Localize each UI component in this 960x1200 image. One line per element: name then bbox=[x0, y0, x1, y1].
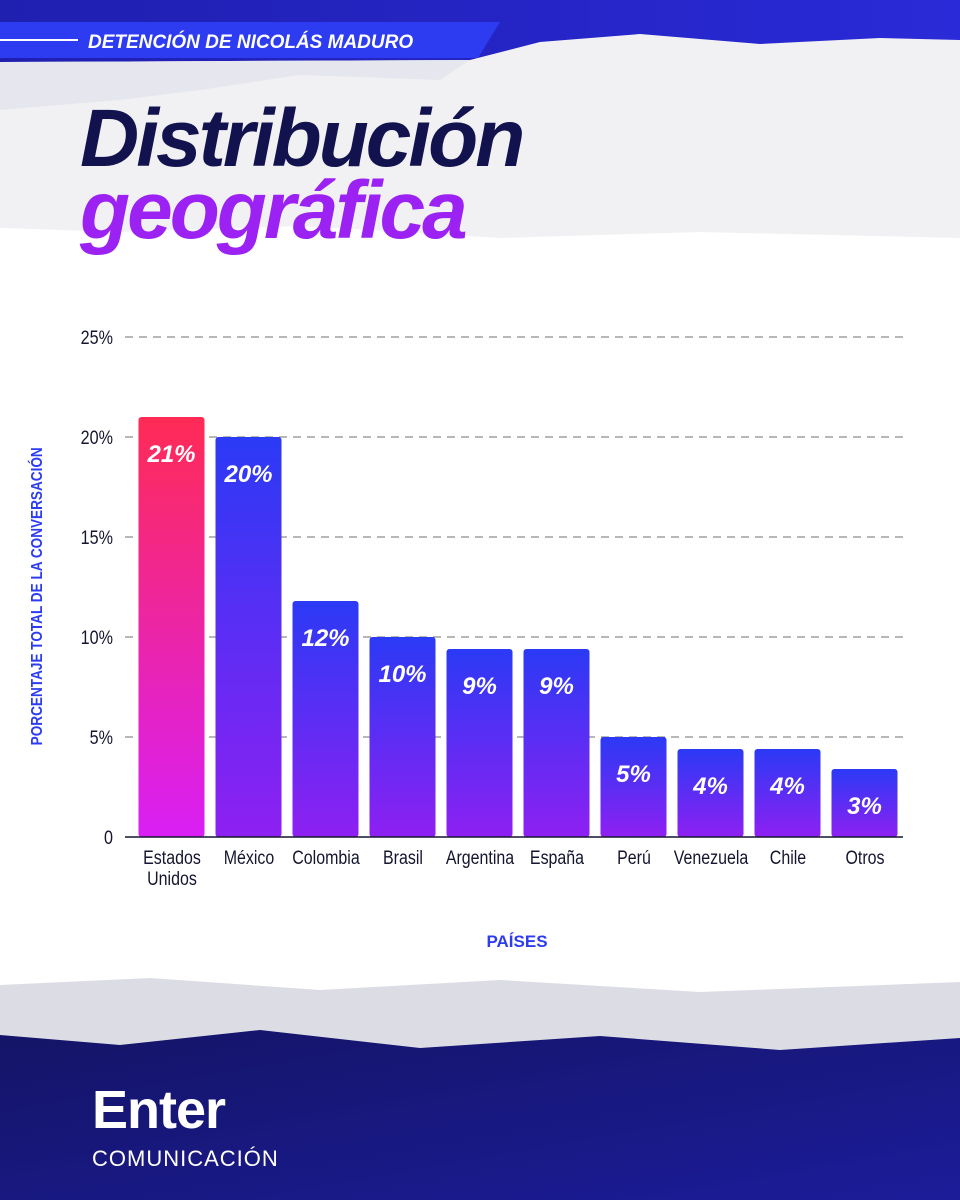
data-label: 12% bbox=[301, 625, 349, 652]
paper-edge bbox=[0, 60, 470, 110]
data-label: 4% bbox=[692, 773, 728, 800]
data-label: 9% bbox=[462, 673, 497, 700]
x-tick-label: México bbox=[223, 848, 274, 869]
footer-band bbox=[0, 1030, 960, 1200]
data-label: 20% bbox=[223, 461, 272, 488]
x-tick-label: Chile bbox=[769, 848, 806, 869]
data-label: 3% bbox=[847, 793, 882, 820]
data-label: 5% bbox=[616, 761, 651, 788]
x-tick-label: Colombia bbox=[291, 848, 360, 869]
x-tick-label: Perú bbox=[616, 848, 651, 869]
bar bbox=[215, 437, 282, 837]
x-tick-label: España bbox=[529, 848, 584, 869]
bar bbox=[677, 749, 744, 837]
y-tick-label: 20% bbox=[81, 427, 114, 449]
y-tick-label: 5% bbox=[90, 727, 114, 749]
bar bbox=[523, 649, 590, 837]
title-line2: geográfica bbox=[79, 165, 466, 256]
x-tick-label: Brasil bbox=[382, 848, 423, 869]
brand: Enter bbox=[92, 1080, 226, 1140]
bar bbox=[292, 601, 359, 837]
y-tick-label: 10% bbox=[81, 627, 114, 649]
y-tick-label: 15% bbox=[81, 527, 114, 549]
x-axis-label: PAÍSES bbox=[486, 932, 547, 951]
bar bbox=[754, 749, 821, 837]
bar bbox=[369, 637, 436, 837]
brand-sub: COMUNICACIÓN bbox=[92, 1146, 279, 1171]
bar bbox=[138, 417, 205, 837]
data-label: 10% bbox=[378, 661, 426, 688]
y-axis-label: PORCENTAJE TOTAL DE LA CONVERSACIÓN bbox=[27, 447, 46, 745]
kicker: DETENCIÓN DE NICOLÁS MADURO bbox=[88, 31, 413, 53]
bar bbox=[600, 737, 667, 837]
data-label: 21% bbox=[146, 441, 195, 468]
data-label: 9% bbox=[539, 673, 574, 700]
x-tick-label: Venezuela bbox=[673, 848, 748, 869]
y-tick-label: 0 bbox=[104, 827, 113, 849]
bar bbox=[446, 649, 513, 837]
title-line1: Distribución bbox=[80, 93, 522, 184]
x-tick-label: Estados Unidos bbox=[142, 848, 201, 890]
x-tick-label: Argentina bbox=[445, 848, 514, 869]
kicker-box bbox=[0, 22, 500, 58]
y-tick-label: 25% bbox=[81, 327, 114, 349]
data-label: 4% bbox=[769, 773, 805, 800]
bar bbox=[831, 769, 898, 837]
x-tick-label: Otros bbox=[844, 848, 885, 869]
